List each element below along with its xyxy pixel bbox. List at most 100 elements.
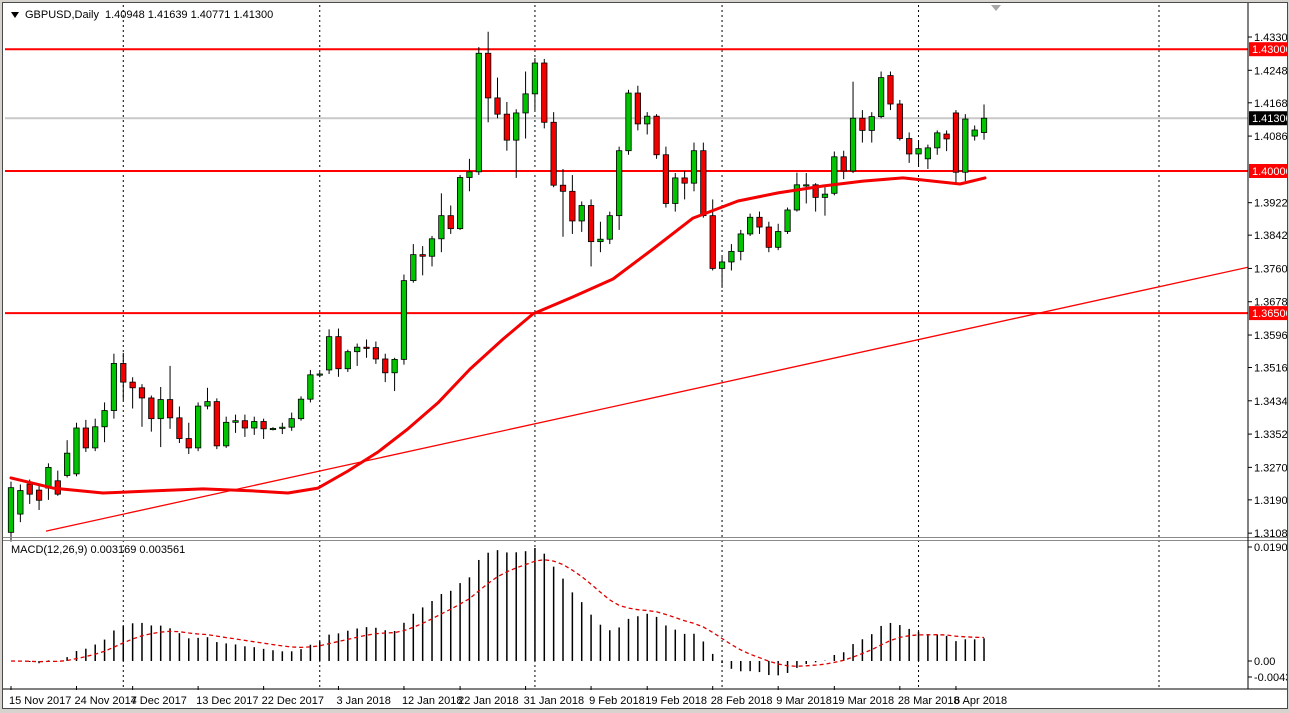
candle	[747, 213, 754, 236]
chart-shift-marker-icon[interactable]	[991, 5, 1001, 11]
candle-body	[7, 487, 15, 533]
candle-body	[148, 397, 155, 420]
candle-body	[475, 52, 482, 173]
candle	[241, 414, 248, 437]
candle	[129, 377, 136, 409]
moving-average-line	[9, 176, 987, 495]
candle-body	[681, 177, 688, 184]
candle	[297, 396, 305, 421]
time-axis-label: 24 Nov 2017	[74, 695, 136, 707]
candle-body	[606, 215, 613, 240]
candle-body	[213, 401, 220, 447]
price-axis-label: 1.31080	[1254, 528, 1287, 540]
candle	[531, 58, 539, 111]
candle	[354, 343, 361, 366]
candle-body	[82, 427, 89, 449]
time-axis-label: 31 Jan 2018	[524, 695, 585, 707]
candle-body	[943, 133, 950, 140]
price-axis-label: 1.38420	[1254, 230, 1287, 242]
candle-body	[166, 399, 174, 419]
candle	[943, 130, 950, 152]
price-tag-label: 1.36500	[1252, 308, 1287, 320]
chart-header: GBPUSD,Daily 1.40948 1.41639 1.40771 1.4…	[11, 8, 273, 22]
candle	[372, 341, 379, 364]
candle-body	[382, 358, 389, 374]
price-axis-label: 1.34340	[1254, 396, 1287, 408]
time-axis-label: 3 Jan 2018	[336, 695, 390, 707]
candle	[840, 150, 847, 180]
candle-body	[251, 421, 258, 429]
candle	[878, 71, 885, 119]
candle	[934, 130, 941, 155]
candle	[204, 387, 211, 410]
candle-body	[447, 215, 454, 230]
candle-body	[756, 216, 763, 228]
price-axis-label: 1.31900	[1254, 495, 1287, 507]
candle	[718, 256, 726, 288]
candle	[447, 205, 454, 234]
candle-body	[120, 363, 127, 383]
candle-body	[354, 346, 361, 353]
time-axis-label: 4 Dec 2017	[131, 695, 187, 707]
candle	[690, 142, 698, 192]
price-chart-canvas[interactable]: 1.43300 1.42480 1.41680 1.40860 1.39220 1.384…	[3, 3, 1287, 708]
candle-body	[419, 254, 426, 257]
panel-divider-bottom[interactable]	[3, 540, 1287, 541]
price-level-tag: 1.43000	[1249, 42, 1287, 57]
price-axis-label: 1.35960	[1254, 330, 1287, 342]
candle	[110, 353, 118, 419]
plot-layer	[5, 5, 1250, 688]
candle	[906, 132, 913, 163]
candle-body	[906, 138, 913, 155]
candle	[681, 171, 688, 200]
trend-line[interactable]	[45, 266, 1250, 532]
candle	[279, 422, 286, 435]
candle-body	[672, 177, 679, 204]
candle-body	[344, 351, 351, 370]
candle-body	[550, 121, 557, 186]
candle	[138, 384, 146, 427]
candle	[541, 58, 548, 129]
candle-body	[494, 97, 501, 115]
candle	[887, 71, 894, 111]
time-axis-label: 9 Mar 2018	[776, 695, 832, 707]
candle-body	[129, 381, 136, 389]
candle	[428, 235, 436, 267]
candle	[494, 77, 501, 119]
candle-body	[45, 466, 52, 489]
candle-body	[634, 92, 641, 125]
time-axis-label: 15 Nov 2017	[9, 695, 71, 707]
price-axis-label: 1.42480	[1254, 65, 1287, 77]
candle-body	[625, 92, 632, 152]
candle-body	[64, 452, 71, 476]
candle	[260, 418, 267, 439]
candle	[438, 193, 445, 253]
candle-body	[110, 363, 118, 411]
candle	[662, 146, 670, 208]
candle-body	[297, 398, 305, 420]
candle-body	[784, 209, 791, 232]
candle	[980, 104, 988, 140]
candle-body	[868, 116, 875, 131]
candle-body	[176, 417, 183, 439]
price-level-tag: 1.41300	[1249, 111, 1287, 126]
candle	[185, 422, 192, 454]
symbol-collapse-triangle-icon[interactable]	[11, 12, 19, 18]
candle	[307, 369, 314, 403]
candle-body	[288, 418, 295, 428]
time-axis-label: 22 Jan 2018	[458, 695, 519, 707]
candle-body	[559, 184, 567, 192]
time-axis-label: 19 Mar 2018	[832, 695, 894, 707]
time-axis-label: 9 Feb 2018	[589, 695, 645, 707]
candle	[522, 71, 529, 139]
candle	[456, 175, 464, 230]
candle	[35, 485, 43, 511]
candle	[915, 140, 922, 167]
candle	[148, 395, 155, 432]
candle-body	[812, 184, 819, 198]
candle-body	[831, 156, 838, 194]
price-axis-label: 1.41680	[1254, 98, 1287, 110]
candle-body	[307, 374, 314, 400]
candle-body	[531, 62, 539, 95]
candle	[587, 199, 595, 267]
